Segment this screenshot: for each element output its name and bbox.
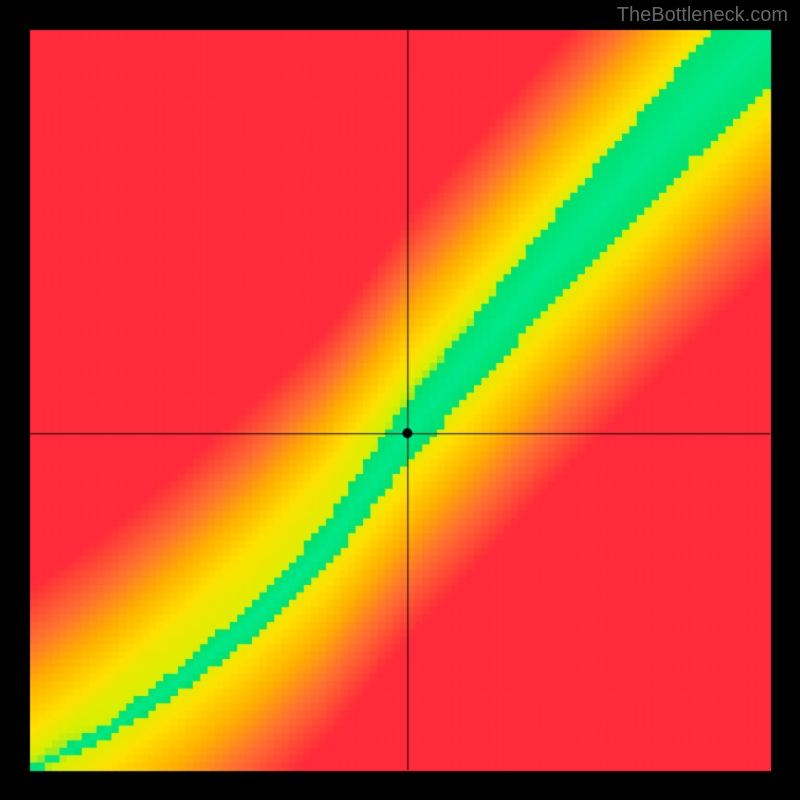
- crosshair-overlay: [0, 0, 800, 800]
- chart-container: TheBottleneck.com: [0, 0, 800, 800]
- watermark-text: TheBottleneck.com: [617, 4, 788, 27]
